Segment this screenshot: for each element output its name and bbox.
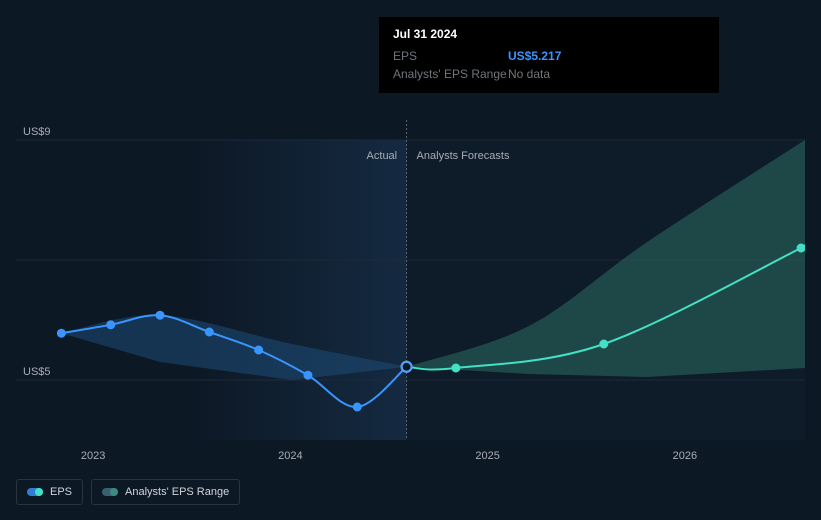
chart[interactable]: Actual Analysts Forecasts US$9 US$5 2023 20…	[16, 120, 805, 465]
region-forecast-label: Analysts Forecasts	[417, 150, 510, 162]
legend-swatch-icon	[102, 488, 118, 496]
tooltip-label: EPS	[393, 49, 508, 63]
chart-tooltip: Jul 31 2024 EPS US$5.217 Analysts' EPS R…	[379, 17, 719, 93]
legend-swatch-icon	[27, 488, 43, 496]
x-axis-label: 2026	[673, 450, 697, 462]
legend-item-range[interactable]: Analysts' EPS Range	[91, 479, 240, 505]
legend: EPS Analysts' EPS Range	[16, 479, 240, 505]
region-actual-label: Actual	[367, 150, 398, 162]
y-axis-label: US$5	[23, 366, 51, 378]
tooltip-value: No data	[508, 67, 550, 81]
y-axis-label: US$9	[23, 126, 51, 138]
legend-label: Analysts' EPS Range	[125, 486, 229, 498]
chart-svg	[16, 120, 805, 445]
x-axis-label: 2025	[475, 450, 499, 462]
x-axis-label: 2023	[81, 450, 105, 462]
x-axis-label: 2024	[278, 450, 302, 462]
tooltip-value: US$5.217	[508, 49, 561, 63]
legend-label: EPS	[50, 486, 72, 498]
tooltip-date: Jul 31 2024	[393, 27, 705, 41]
tooltip-row: Analysts' EPS Range No data	[393, 65, 705, 83]
legend-item-eps[interactable]: EPS	[16, 479, 83, 505]
tooltip-label: Analysts' EPS Range	[393, 67, 508, 81]
tooltip-row: EPS US$5.217	[393, 47, 705, 65]
